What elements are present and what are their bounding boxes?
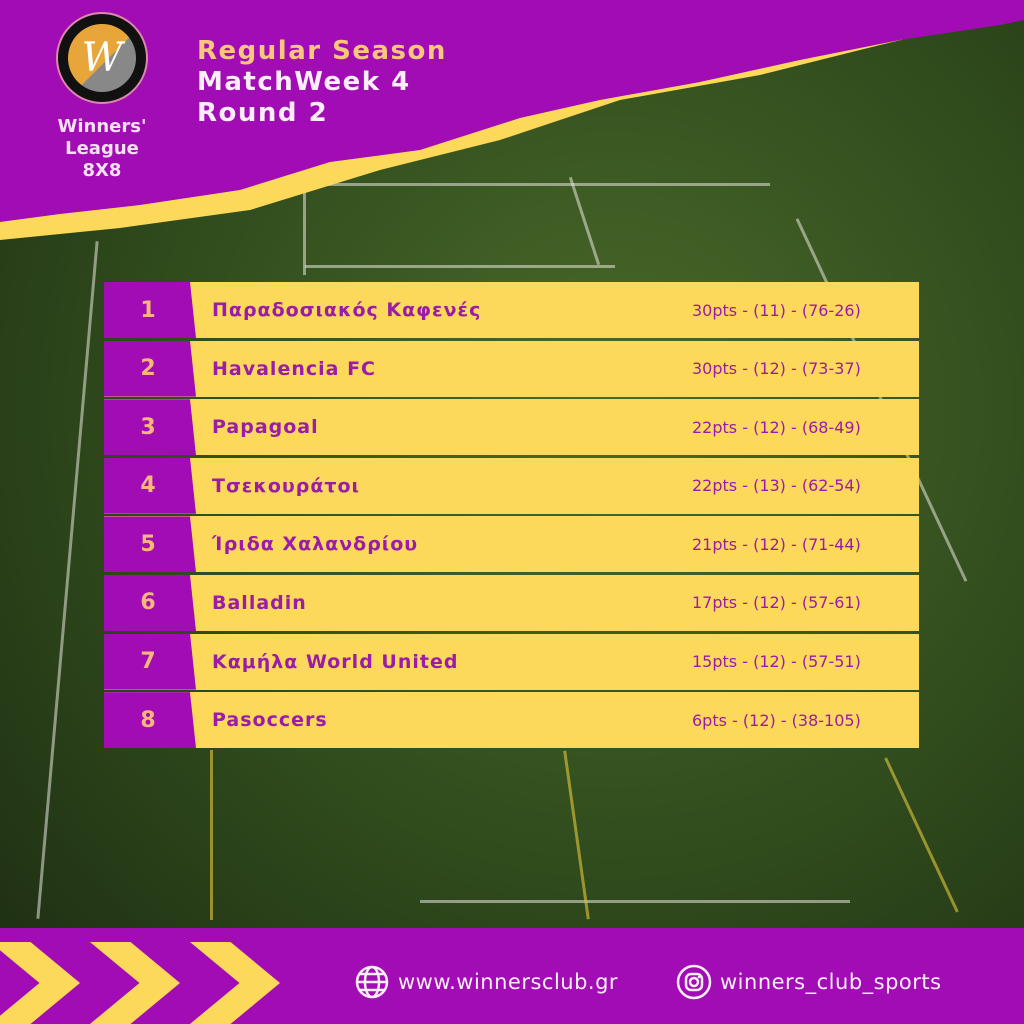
rank-cell: 8: [104, 692, 196, 749]
standings-row: 3 Papagoal 22pts - (12) - (68-49): [104, 399, 919, 456]
standings-row: 5 Ίριδα Χαλανδρίου 21pts - (12) - (71-44…: [104, 516, 919, 573]
footer-band: www.winnersclub.gr winners_club_sports: [0, 928, 1024, 1024]
team-stats: 22pts - (12) - (68-49): [692, 417, 861, 437]
team-name: Παραδοσιακός Καφενές: [212, 299, 482, 321]
team-stats: 17pts - (12) - (57-61): [692, 593, 861, 613]
website-link[interactable]: www.winnersclub.gr: [354, 964, 618, 1000]
instagram-icon: [676, 964, 712, 1000]
instagram-link[interactable]: winners_club_sports: [676, 964, 942, 1000]
rank-cell: 1: [104, 282, 196, 338]
league-format: 8X8: [82, 160, 122, 181]
standings-row: 7 Καμήλα World United 15pts - (12) - (57…: [104, 633, 919, 690]
team-name: Havalencia FC: [212, 357, 376, 380]
standings-row: 8 Pasoccers 6pts - (12) - (38-105): [104, 692, 919, 749]
chevron-decoration: [190, 942, 280, 1024]
league-line: Winners': [57, 116, 147, 137]
standings-row: 1 Παραδοσιακός Καφενές 30pts - (11) - (7…: [104, 282, 919, 338]
standings-table: 1 Παραδοσιακός Καφενές 30pts - (11) - (7…: [104, 282, 919, 751]
globe-icon: [355, 965, 389, 999]
winners-club-logo: W: [56, 12, 148, 104]
standings-row: 4 Τσεκουράτοι 22pts - (13) - (62-54): [104, 457, 919, 514]
matchweek-title: MatchWeek 4: [197, 67, 411, 97]
team-stats: 21pts - (12) - (71-44): [692, 534, 861, 554]
standings-row: 6 Balladin 17pts - (12) - (57-61): [104, 574, 919, 631]
chevron-decoration: [0, 942, 80, 1024]
team-name: Papagoal: [212, 416, 319, 439]
standings-row: 2 Havalencia FC 30pts - (12) - (73-37): [104, 340, 919, 397]
rank-cell: 7: [104, 633, 196, 690]
rank-cell: 5: [104, 516, 196, 573]
torn-paper-header: [0, 0, 1024, 240]
rank-cell: 4: [104, 457, 196, 514]
instagram-handle[interactable]: winners_club_sports: [720, 970, 942, 994]
team-stats: 15pts - (12) - (57-51): [692, 652, 861, 672]
chevron-decoration: [90, 942, 180, 1024]
league-line: League: [65, 138, 139, 159]
rank-cell: 6: [104, 574, 196, 631]
round-title: Round 2: [197, 98, 329, 128]
rank-cell: 3: [104, 399, 196, 456]
website-text[interactable]: www.winnersclub.gr: [398, 970, 619, 994]
team-stats: 22pts - (13) - (62-54): [692, 476, 861, 496]
team-stats: 6pts - (12) - (38-105): [692, 710, 861, 730]
team-stats: 30pts - (12) - (73-37): [692, 359, 861, 379]
league-name: Winners' League 8X8: [40, 116, 164, 182]
team-name: Balladin: [212, 591, 307, 614]
team-name: Καμήλα World United: [212, 650, 459, 673]
header-titles: Regular Season MatchWeek 4 Round 2: [197, 36, 447, 129]
team-name: Τσεκουράτοι: [212, 474, 360, 497]
team-stats: 30pts - (11) - (76-26): [692, 300, 861, 320]
team-name: Pasoccers: [212, 709, 328, 732]
rank-cell: 2: [104, 340, 196, 397]
season-title: Regular Season: [197, 36, 447, 66]
team-name: Ίριδα Χαλανδρίου: [212, 533, 419, 556]
